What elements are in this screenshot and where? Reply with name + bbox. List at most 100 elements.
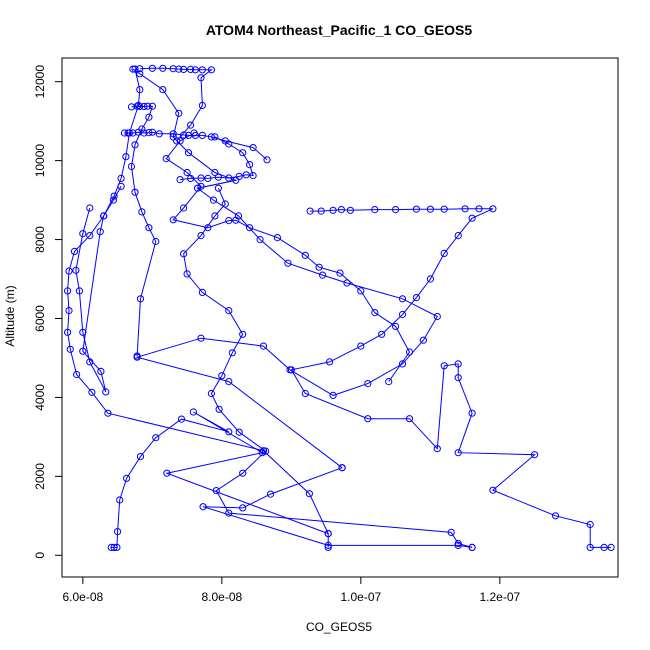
data-point [364,415,372,423]
series-line [111,411,329,548]
data-point [187,65,195,74]
data-point [65,307,73,315]
data-point [117,174,125,182]
data-point [273,234,281,242]
data-point [600,543,608,552]
data-point [79,328,87,336]
data-point [136,295,145,303]
data-point [175,109,183,117]
data-point [225,509,233,517]
data-point [169,216,177,224]
data-point [136,102,144,111]
data-point [175,65,183,73]
data-point [145,129,153,137]
series-line [130,105,157,357]
data-point [148,128,156,136]
data-point [426,275,434,283]
data-point [447,528,455,537]
data-point [127,162,136,171]
data-point [405,415,414,423]
data-point [169,133,177,141]
data-point [143,102,152,110]
data-point [65,267,73,275]
data-point [211,168,219,177]
data-point [454,541,462,550]
series-line [132,68,438,469]
data-point [204,174,212,182]
data-point [357,342,365,350]
data-point [221,137,229,145]
series-line [180,136,254,181]
data-point [343,279,351,287]
data-point [385,378,393,386]
data-point [187,121,195,129]
data-point [107,543,115,552]
data-point [468,543,476,552]
data-point [183,270,191,278]
data-point [177,415,186,423]
data-point [211,133,219,141]
data-point [324,541,332,550]
data-point [405,348,414,356]
data-point [180,65,188,74]
y-tick-label: 2000 [33,463,47,490]
data-point [259,342,268,350]
data-point [468,409,476,417]
data-point [136,70,144,78]
data-point [184,149,193,157]
x-tick-label: 6.0e-08 [62,590,103,604]
data-point [148,102,156,110]
data-point [225,174,233,182]
data-point [136,453,145,461]
chart-title: ATOM4 Northeast_Pacific_1 CO_GEOS5 [206,22,473,38]
data-point [454,449,462,457]
data-point [258,449,266,457]
data-point [193,184,202,192]
data-point [586,520,594,529]
data-point [249,144,257,152]
data-point [113,543,121,552]
data-point [133,102,141,110]
data-point [197,74,205,82]
data-point [454,232,462,240]
data-point [86,204,94,212]
data-point [169,130,177,138]
data-point [86,232,94,240]
data-point [489,486,497,494]
data-point [433,445,441,453]
data-point [214,184,222,192]
data-point [176,137,184,145]
data-point [412,205,420,213]
data-point [586,543,594,552]
x-tick-label: 8.0e-08 [201,590,242,604]
data-point [461,205,469,213]
data-point [124,129,132,137]
data-point [180,250,188,258]
data-point [301,251,309,259]
series-line [202,467,473,548]
data-point [145,113,153,121]
data-point [117,182,125,190]
data-point [199,503,207,511]
data-point [315,263,323,271]
data-point [127,103,136,111]
data-point [96,228,104,236]
data-point [287,366,295,374]
x-tick-label: 1.0e-07 [340,590,381,604]
data-point [162,155,170,163]
data-point [187,174,195,182]
data-point [225,307,233,315]
data-point [173,137,181,145]
data-point [319,271,327,279]
data-point [207,66,215,74]
y-tick-label: 6000 [33,305,47,332]
data-point [357,287,365,295]
data-point [419,336,427,344]
data-point [440,362,448,370]
y-tick-label: 10000 [33,144,47,178]
data-point [129,129,137,137]
data-point [66,345,74,353]
data-point [197,232,205,240]
data-point [239,330,247,338]
data-point [346,206,354,214]
